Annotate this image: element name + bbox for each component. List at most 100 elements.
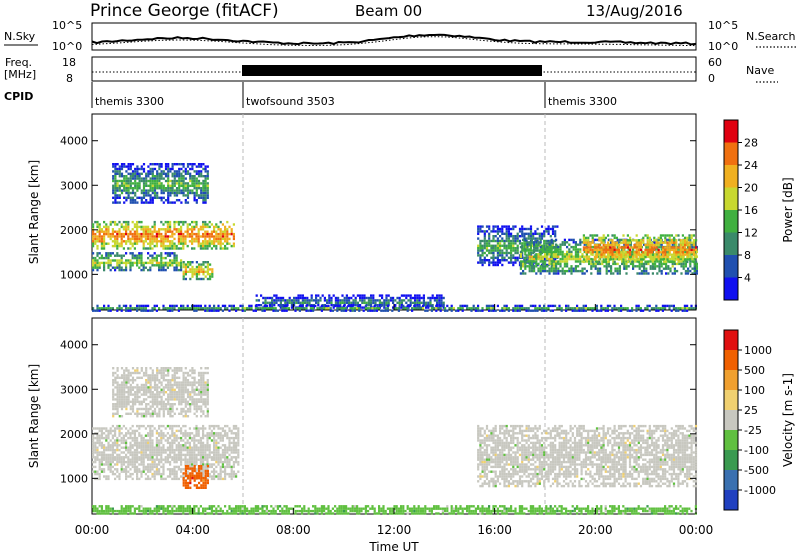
data-cell <box>564 256 566 258</box>
data-cell <box>129 259 131 261</box>
data-cell <box>162 437 164 439</box>
data-cell <box>187 223 189 225</box>
data-cell <box>103 475 105 477</box>
data-cell <box>125 444 127 446</box>
data-cell <box>178 459 180 461</box>
data-cell <box>217 310 219 312</box>
data-cell <box>103 257 105 259</box>
data-cell <box>598 310 600 312</box>
data-cell <box>436 294 438 296</box>
data-cell <box>200 235 202 237</box>
data-cell <box>143 192 145 194</box>
data-cell <box>557 246 559 248</box>
data-cell <box>134 199 136 201</box>
data-cell <box>138 435 140 437</box>
data-cell <box>423 299 425 301</box>
data-cell <box>542 260 544 262</box>
data-cell <box>521 242 523 244</box>
data-cell <box>224 430 226 432</box>
colorbar-tick-label-0-0: 4 <box>744 272 751 285</box>
data-cell <box>638 258 640 260</box>
data-cell <box>158 182 160 184</box>
data-cell <box>255 310 257 312</box>
data-cell <box>134 235 136 237</box>
data-cell <box>443 297 445 299</box>
data-cell <box>609 305 611 307</box>
data-cell <box>664 305 666 307</box>
data-cell <box>121 180 123 182</box>
data-cell <box>178 262 180 264</box>
data-cell <box>151 235 153 237</box>
data-cell <box>154 221 156 223</box>
data-cell <box>92 461 94 463</box>
data-cell <box>143 168 145 170</box>
data-cell <box>526 248 528 250</box>
data-cell <box>125 264 127 266</box>
data-cell <box>96 459 98 461</box>
data-cell <box>429 302 431 304</box>
data-cell <box>178 437 180 439</box>
data-cell <box>184 231 186 233</box>
data-cell <box>233 461 235 463</box>
data-cell <box>118 459 120 461</box>
data-cell <box>193 437 195 439</box>
data-cell <box>575 258 577 260</box>
data-cell <box>636 244 638 246</box>
data-cell <box>165 238 167 240</box>
data-cell <box>644 254 646 256</box>
data-cell <box>323 305 325 307</box>
data-cell <box>581 268 583 270</box>
data-cell <box>535 241 537 243</box>
data-cell <box>143 177 145 179</box>
data-cell <box>457 310 459 312</box>
data-cell <box>522 265 524 267</box>
data-cell <box>138 226 140 228</box>
data-cell <box>176 475 178 477</box>
data-cell <box>640 239 642 241</box>
data-cell <box>169 456 171 458</box>
data-cell <box>149 447 151 449</box>
data-cell <box>200 459 202 461</box>
data-cell <box>512 228 514 230</box>
data-cell <box>590 265 592 267</box>
data-cell <box>596 234 598 236</box>
data-cell <box>185 177 187 179</box>
data-cell <box>294 310 296 312</box>
data-cell <box>607 310 609 312</box>
data-cell <box>150 168 152 170</box>
data-cell <box>233 471 235 473</box>
data-cell <box>497 225 499 227</box>
data-cell <box>117 374 119 376</box>
data-cell <box>327 307 329 309</box>
data-cell <box>495 249 497 251</box>
data-cell <box>94 221 96 223</box>
data-cell <box>158 439 160 441</box>
data-cell <box>160 461 162 463</box>
data-cell <box>112 430 114 432</box>
data-cell <box>116 459 118 461</box>
data-cell <box>171 235 173 237</box>
data-cell <box>202 461 204 463</box>
data-cell <box>101 427 103 429</box>
data-cell <box>121 185 123 187</box>
data-cell <box>542 258 544 260</box>
data-cell <box>167 439 169 441</box>
data-cell <box>655 244 657 246</box>
data-cell <box>127 228 129 230</box>
data-cell <box>143 233 145 235</box>
data-cell <box>178 189 180 191</box>
data-cell <box>128 189 130 191</box>
data-cell <box>92 233 94 235</box>
data-cell <box>145 235 147 237</box>
data-cell <box>110 459 112 461</box>
data-cell <box>154 461 156 463</box>
data-cell <box>540 258 542 260</box>
data-cell <box>92 456 94 458</box>
data-cell <box>495 247 497 249</box>
data-cell <box>158 177 160 179</box>
data-cell <box>172 189 174 191</box>
data-cell <box>608 265 610 267</box>
data-cell <box>162 262 164 264</box>
data-cell <box>129 442 131 444</box>
data-cell <box>620 251 622 253</box>
